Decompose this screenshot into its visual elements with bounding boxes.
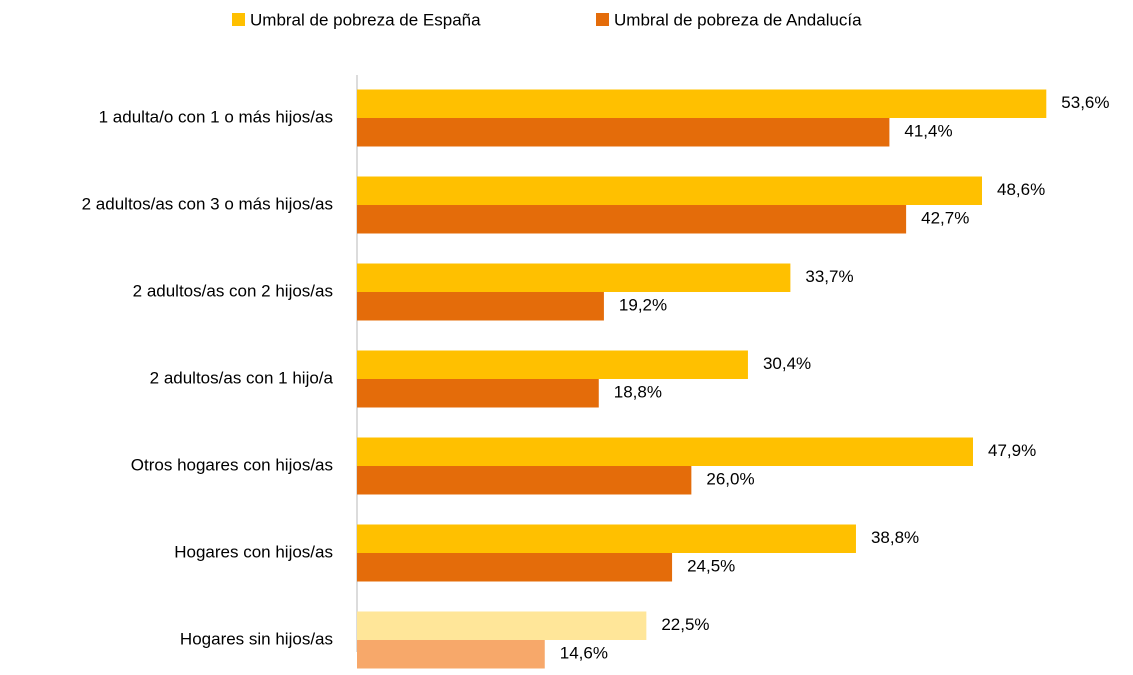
category-label: 1 adulta/o con 1 o más hijos/as (99, 107, 333, 126)
value-label: 42,7% (921, 209, 969, 228)
value-label: 53,6% (1061, 93, 1109, 112)
value-label: 41,4% (904, 122, 952, 141)
bar (357, 118, 890, 147)
bar (357, 350, 748, 379)
legend-swatch (596, 13, 609, 26)
value-label: 19,2% (619, 296, 667, 315)
value-label: 48,6% (997, 180, 1045, 199)
bar (357, 640, 545, 669)
value-label: 38,8% (871, 528, 919, 547)
legend-label: Umbral de pobreza de Andalucía (614, 10, 862, 29)
value-label: 33,7% (805, 267, 853, 286)
category-label: Hogares con hijos/as (174, 542, 333, 561)
legend-swatch (232, 13, 245, 26)
value-label: 24,5% (687, 557, 735, 576)
bar (357, 611, 647, 640)
value-label: 14,6% (560, 644, 608, 663)
category-label: Otros hogares con hijos/as (131, 455, 333, 474)
bar (357, 292, 604, 321)
value-label: 26,0% (706, 470, 754, 489)
bar (357, 524, 856, 553)
bar (357, 176, 982, 205)
category-label: Hogares sin hijos/as (180, 629, 333, 648)
value-label: 47,9% (988, 441, 1036, 460)
category-label: 2 adultos/as con 1 hijo/a (150, 368, 334, 387)
value-label: 22,5% (661, 615, 709, 634)
bar (357, 263, 791, 292)
value-label: 18,8% (614, 383, 662, 402)
bar (357, 205, 907, 234)
bar (357, 466, 692, 495)
value-label: 30,4% (763, 354, 811, 373)
category-label: 2 adultos/as con 3 o más hijos/as (82, 194, 333, 213)
bar (357, 553, 673, 582)
bar (357, 89, 1047, 118)
category-label: 2 adultos/as con 2 hijos/as (133, 281, 333, 300)
legend-label: Umbral de pobreza de España (250, 10, 481, 29)
bar (357, 437, 973, 466)
bar (357, 379, 599, 408)
